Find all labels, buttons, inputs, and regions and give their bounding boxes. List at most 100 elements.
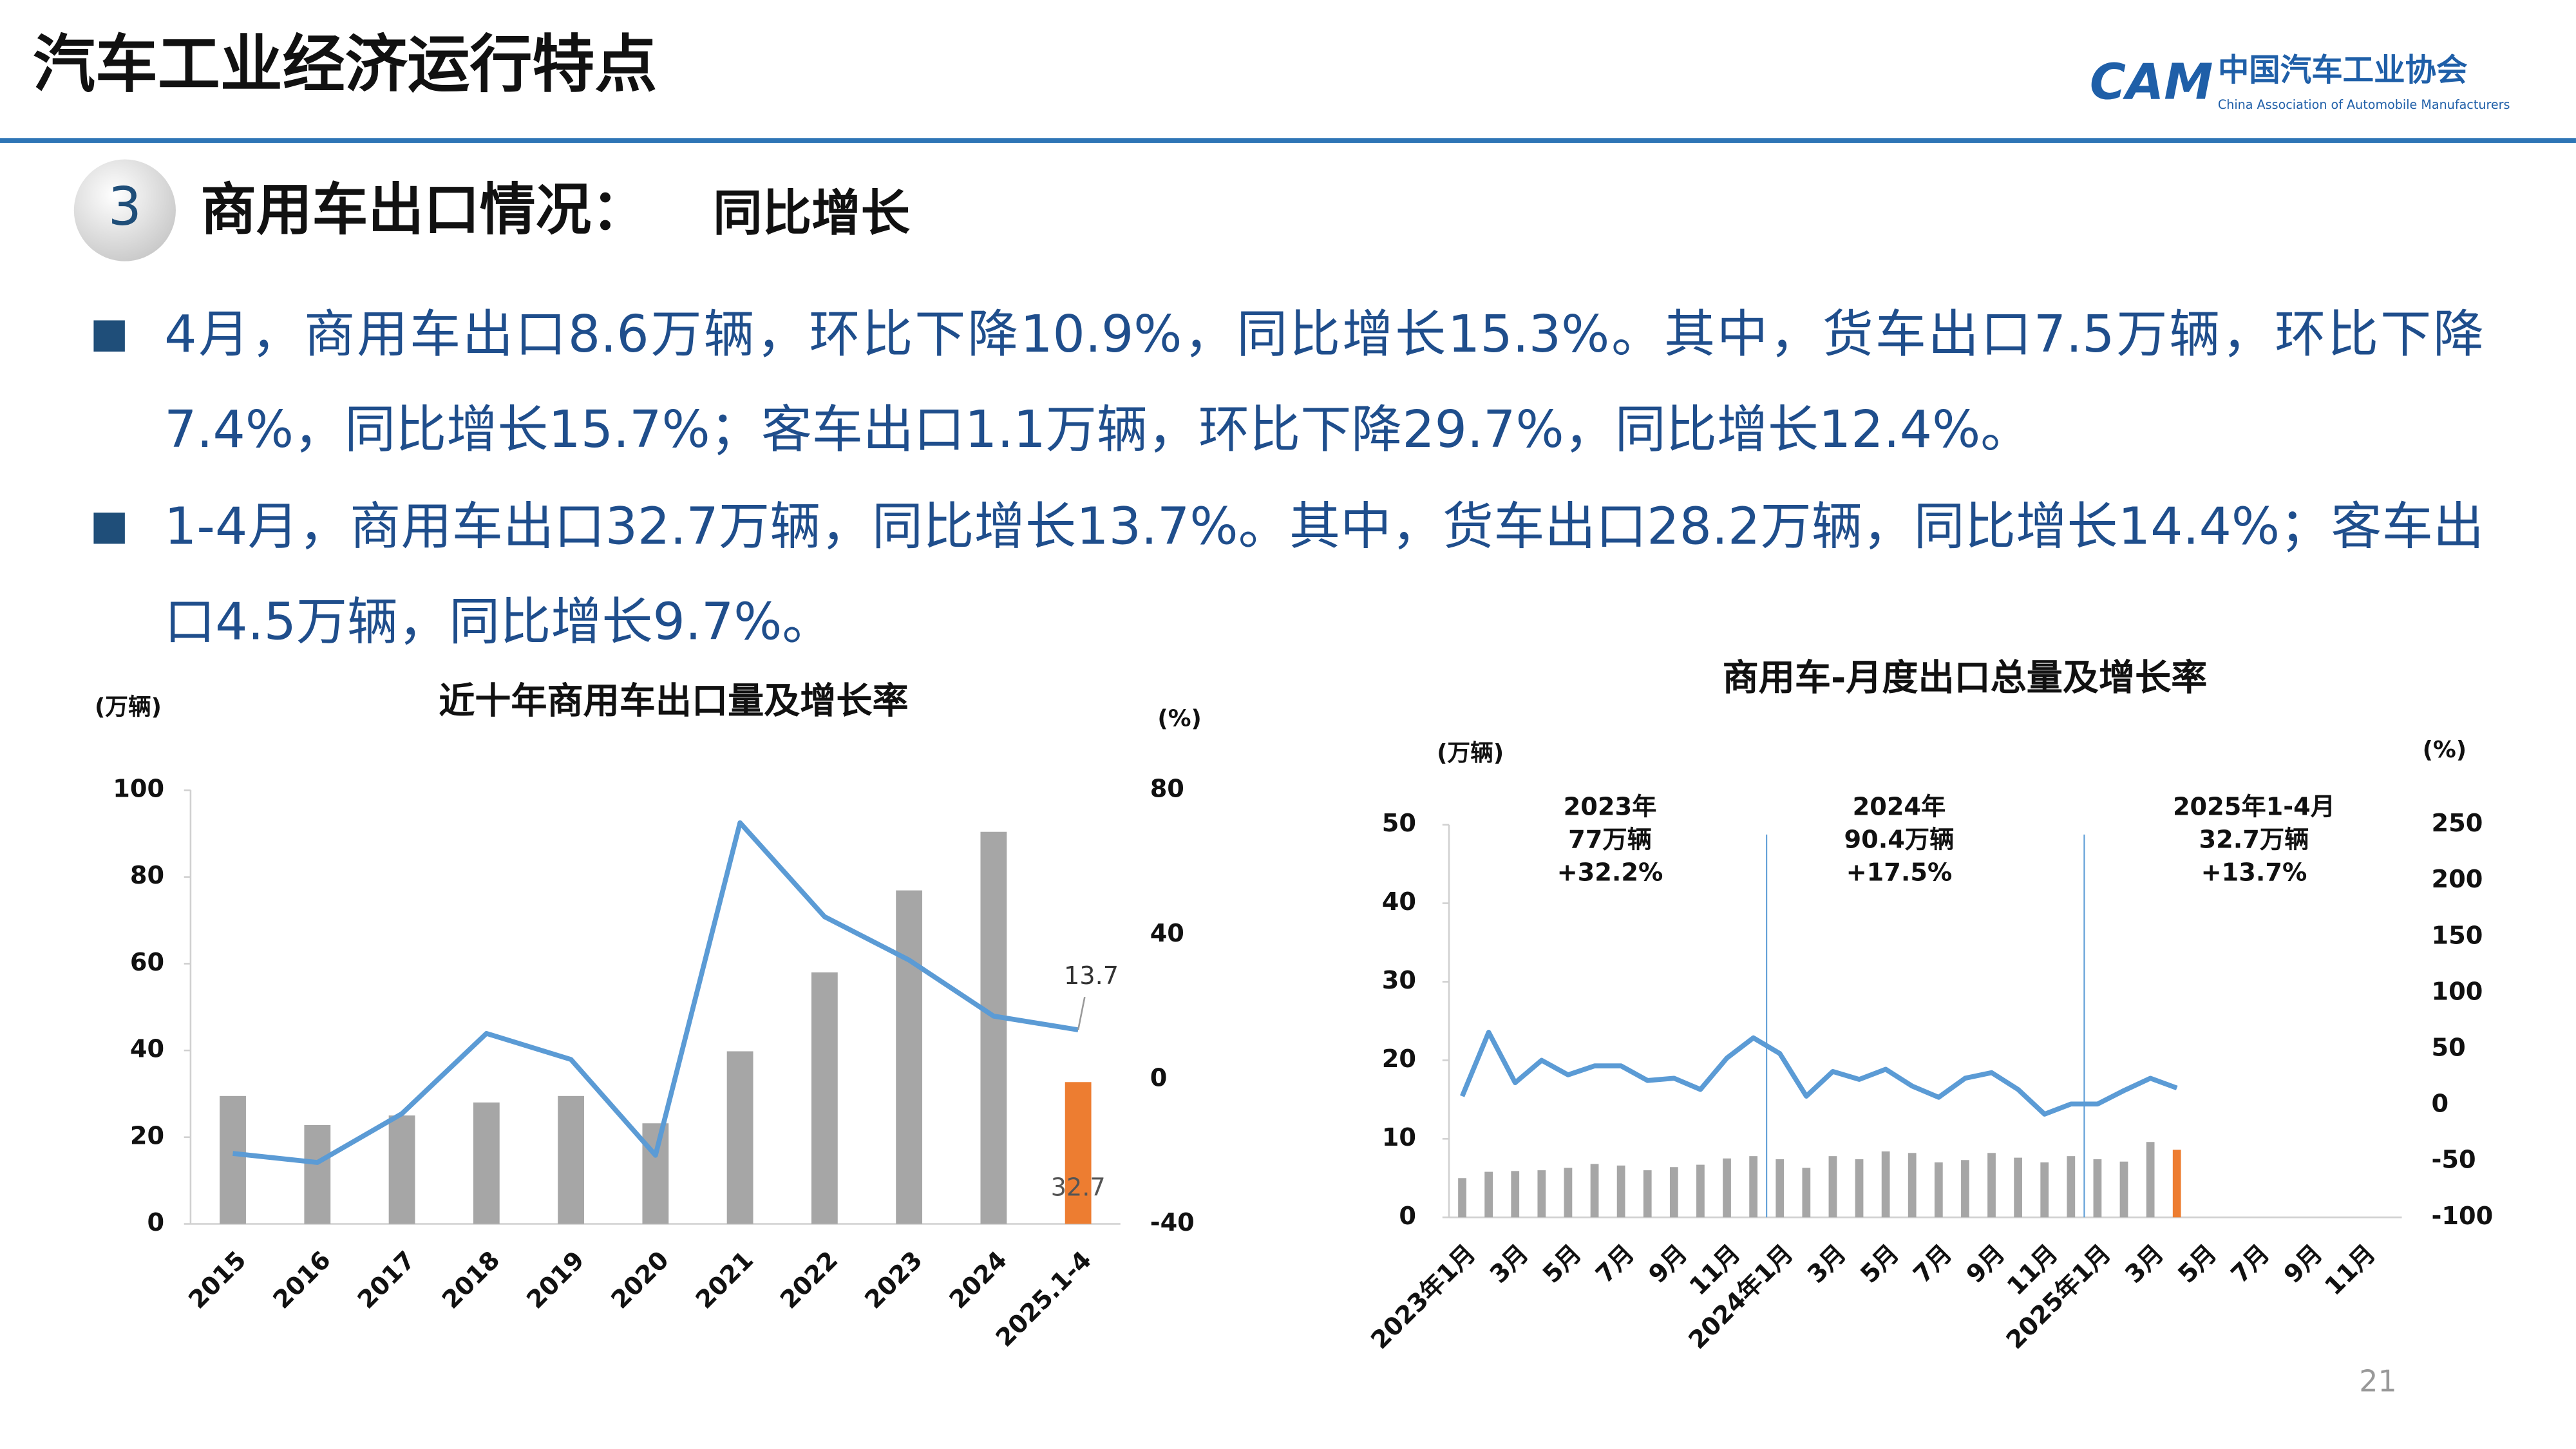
bar — [220, 1095, 246, 1224]
bar — [1669, 1167, 1678, 1218]
bar — [1776, 1159, 1785, 1218]
x-tick-label: 2021 — [690, 1245, 759, 1314]
bar — [2119, 1161, 2128, 1218]
page-title: 汽车工业经济运行特点 — [33, 28, 657, 101]
chart-title: 商用车-月度出口总量及增长率 — [1723, 658, 2208, 699]
y-tick-label: 50 — [1382, 809, 1416, 838]
bar — [1961, 1160, 1969, 1218]
y-tick-label: 20 — [1382, 1045, 1416, 1074]
y-tick-label: 40 — [130, 1035, 164, 1064]
annotation: 2025年1-4月 — [2173, 793, 2335, 822]
page-number: 21 — [2359, 1363, 2396, 1398]
bar — [1828, 1156, 1837, 1218]
bullet-marker — [93, 320, 125, 352]
x-tick-label: 2023年1月 — [1365, 1239, 1481, 1355]
x-tick-label: 2016 — [268, 1245, 337, 1314]
bar — [304, 1124, 331, 1224]
bar — [726, 1051, 753, 1224]
y-tick-label: 30 — [1382, 966, 1416, 995]
annotation: 2024年 — [1853, 793, 1946, 822]
logo-name: 中国汽车工业协会 — [2218, 52, 2468, 88]
bar — [1616, 1165, 1625, 1218]
x-tick-label: 3月 — [1484, 1239, 1535, 1289]
x-tick-label: 2018 — [437, 1245, 506, 1314]
bar — [642, 1123, 669, 1224]
y2-tick-label: 150 — [2431, 921, 2483, 950]
y-tick-label: 40 — [1382, 887, 1416, 916]
x-tick-label: 3月 — [2119, 1239, 2170, 1289]
x-tick-label: 5月 — [1537, 1239, 1587, 1289]
bar — [1065, 1082, 1092, 1224]
section-badge — [73, 159, 176, 261]
bar — [1987, 1153, 1996, 1218]
x-tick-label: 2024 — [944, 1245, 1013, 1314]
y2-tick-label: 0 — [2431, 1090, 2448, 1119]
y-tick-label: 0 — [147, 1208, 164, 1237]
y2-tick-label: 40 — [1150, 919, 1184, 948]
data-label: 13.7 — [1064, 961, 1119, 990]
bar — [1749, 1156, 1758, 1218]
y-tick-label: 0 — [1399, 1202, 1416, 1231]
bar — [980, 831, 1007, 1224]
bar — [2093, 1159, 2102, 1218]
x-tick-label: 11月 — [2319, 1239, 2382, 1302]
bar — [2040, 1162, 2049, 1218]
annotation: +17.5% — [1846, 858, 1953, 887]
bar — [1934, 1162, 1943, 1218]
bar — [1564, 1168, 1573, 1218]
bar — [896, 890, 923, 1224]
bullet-marker — [93, 512, 125, 544]
x-tick-label: 7月 — [2226, 1239, 2276, 1289]
y2-tick-label: 200 — [2431, 865, 2483, 894]
annotation: +13.7% — [2201, 858, 2307, 887]
data-label: 32.7 — [1051, 1173, 1106, 1202]
x-tick-label: 2022 — [775, 1245, 844, 1314]
y2-axis-label: (%) — [1157, 705, 1201, 732]
bar — [2067, 1156, 2076, 1218]
section-subtitle: 同比增长 — [713, 185, 911, 243]
y2-tick-label: 80 — [1150, 775, 1184, 804]
chart-title: 近十年商用车出口量及增长率 — [439, 680, 908, 722]
bar — [2014, 1157, 2022, 1218]
section-number: 3 — [108, 176, 142, 238]
bar — [1723, 1158, 1731, 1218]
bar — [1696, 1164, 1705, 1218]
line-series — [232, 820, 1079, 1165]
bar — [473, 1102, 500, 1224]
y2-axis-label: (%) — [2423, 737, 2467, 763]
bar — [1802, 1168, 1811, 1218]
bar — [1511, 1171, 1520, 1218]
bar — [1590, 1164, 1599, 1218]
bar — [1855, 1159, 1864, 1218]
section-title: 商用车出口情况： — [200, 178, 647, 243]
annotation: 32.7万辆 — [2199, 826, 2309, 855]
y-tick-label: 10 — [1382, 1123, 1416, 1152]
logo-subtitle: China Association of Automobile Manufact… — [2218, 97, 2510, 112]
y2-tick-label: 250 — [2431, 809, 2483, 838]
x-tick-label: 2020 — [606, 1245, 675, 1314]
header-rule — [0, 138, 2576, 143]
label-leader — [1077, 996, 1086, 1030]
bar — [2172, 1150, 2181, 1218]
logo-mark: CAM — [2090, 54, 2213, 111]
y2-tick-label: 0 — [1150, 1064, 1168, 1093]
y2-tick-label: -100 — [2431, 1202, 2493, 1231]
y2-tick-label: 50 — [2431, 1033, 2465, 1062]
y-axis-label: (万辆) — [95, 694, 162, 720]
bar — [1458, 1178, 1466, 1218]
bar — [388, 1115, 415, 1224]
y-tick-label: 60 — [130, 948, 164, 977]
y-tick-label: 100 — [113, 775, 164, 804]
y2-tick-label: 100 — [2431, 977, 2483, 1006]
y-tick-label: 80 — [130, 861, 164, 890]
bar — [1908, 1153, 1917, 1218]
y2-tick-label: -50 — [2431, 1146, 2476, 1175]
x-tick-label: 5月 — [2172, 1239, 2222, 1289]
y-axis-label: (万辆) — [1437, 740, 1504, 766]
annotation: +32.2% — [1557, 858, 1663, 887]
annotation: 90.4万辆 — [1844, 826, 1955, 855]
annotation: 2023年 — [1564, 793, 1657, 822]
x-tick-label: 2017 — [352, 1245, 421, 1314]
